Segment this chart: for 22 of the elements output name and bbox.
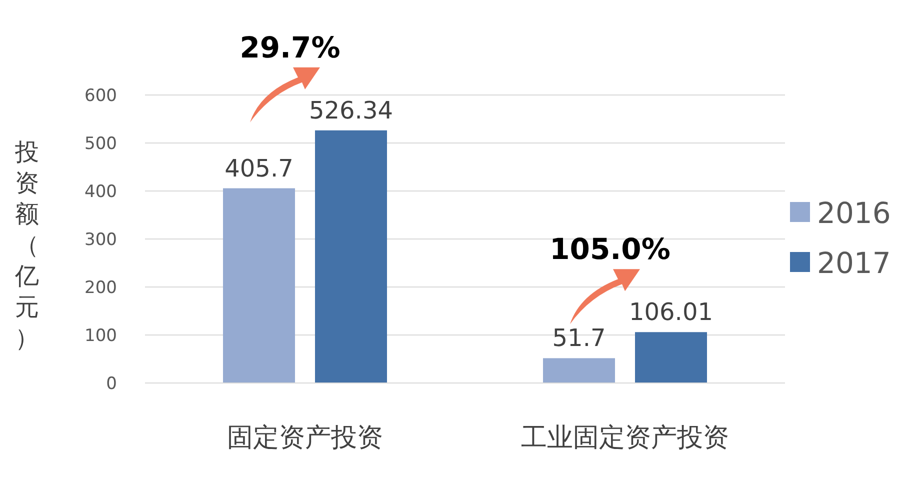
y-tick-label: 200 [84, 278, 117, 298]
bar [223, 188, 295, 383]
y-tick-label: 300 [84, 230, 117, 250]
data-label: 106.01 [629, 298, 713, 326]
x-tick-label: 工业固定资产投资 [521, 423, 729, 453]
data-label: 405.7 [224, 154, 294, 182]
legend-label: 2016 [817, 196, 891, 230]
bar [635, 332, 707, 383]
data-label: 51.7 [552, 324, 606, 352]
text: 29.7% [240, 30, 340, 64]
y-tick-label: 500 [84, 134, 117, 154]
bar [315, 130, 387, 383]
legend-label: 2017 [817, 246, 891, 280]
x-tick-label: 固定资产投资 [227, 423, 383, 453]
y-tick-label: 0 [106, 374, 117, 394]
y-axis-title: 投资额（亿元） [14, 138, 39, 352]
annotation: 105.0% [550, 232, 670, 266]
y-tick-label: 600 [84, 86, 117, 106]
bar [543, 358, 615, 383]
data-label: 526.34 [309, 96, 393, 124]
y-tick-label: 100 [84, 326, 117, 346]
y-tick-label: 400 [84, 182, 117, 202]
